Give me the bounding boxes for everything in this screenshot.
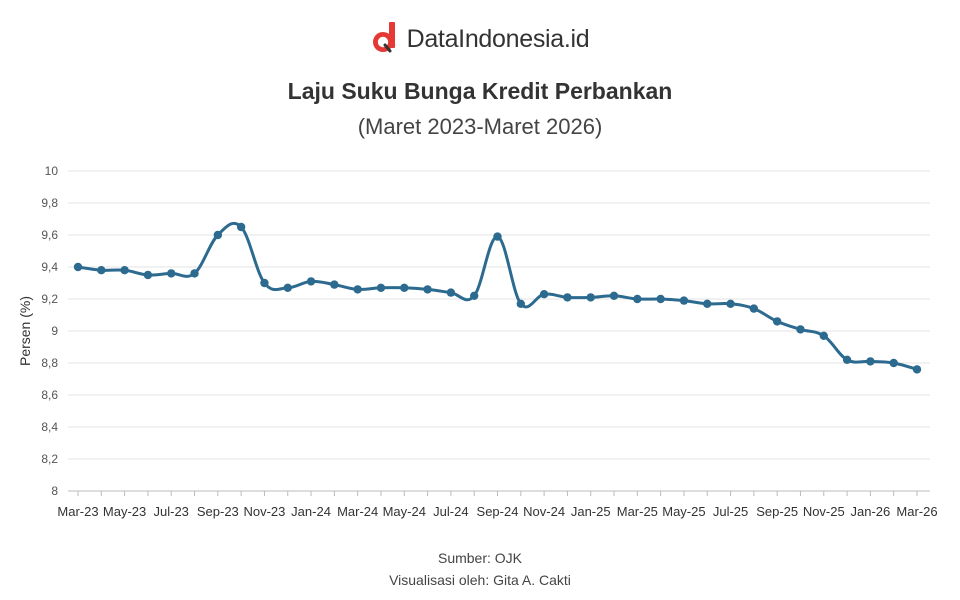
- brand-name: DataIndonesia.id: [406, 24, 590, 53]
- x-tick-label: Nov-25: [803, 504, 845, 519]
- dataindonesia-logo-icon: [372, 22, 395, 53]
- data-point[interactable]: [143, 270, 153, 280]
- x-tick-label: May-23: [103, 504, 146, 519]
- x-tick-label: Mar-24: [337, 504, 378, 519]
- grid-lines: [68, 170, 930, 492]
- x-tick-label: Mar-23: [57, 504, 98, 519]
- data-point[interactable]: [120, 266, 129, 275]
- y-tick-label: 10: [45, 164, 59, 178]
- chart-title: Laju Suku Bunga Kredit Perbankan: [287, 78, 673, 104]
- x-tick-label: Sep-25: [756, 504, 798, 519]
- series-layer: [73, 221, 922, 374]
- x-tick-label: Jul-24: [433, 504, 468, 519]
- x-tick-label: Jan-25: [571, 504, 611, 519]
- data-point[interactable]: [516, 299, 526, 308]
- y-tick-label: 8,4: [41, 420, 58, 434]
- data-point[interactable]: [353, 285, 362, 294]
- brand-header: DataIndonesia.id: [0, 22, 960, 56]
- data-point[interactable]: [656, 294, 665, 304]
- series-line: [76, 221, 919, 371]
- data-point[interactable]: [167, 269, 176, 278]
- data-point[interactable]: [563, 293, 572, 302]
- y-tick-label: 8,6: [41, 388, 58, 402]
- data-point[interactable]: [306, 277, 316, 286]
- x-tick-label: Jan-24: [291, 504, 331, 519]
- x-tick-label: Mar-25: [617, 504, 658, 519]
- data-point[interactable]: [726, 299, 735, 308]
- x-tick-label: Nov-23: [243, 504, 285, 519]
- y-tick-label: 9,6: [41, 228, 58, 242]
- y-tick-label: 9,4: [41, 260, 58, 274]
- data-point[interactable]: [819, 331, 828, 340]
- data-point[interactable]: [236, 222, 246, 232]
- x-tick-label: Sep-23: [197, 504, 239, 519]
- y-tick-label: 8,8: [41, 356, 58, 370]
- data-point[interactable]: [633, 294, 642, 304]
- data-point[interactable]: [679, 296, 689, 305]
- data-point[interactable]: [866, 357, 875, 366]
- x-tick-label: Nov-24: [523, 504, 565, 519]
- y-tick-label: 9,8: [41, 196, 58, 210]
- data-point[interactable]: [423, 285, 432, 294]
- chart-subtitle: (Maret 2023-Maret 2026): [357, 114, 603, 139]
- data-point[interactable]: [260, 278, 269, 288]
- data-point[interactable]: [446, 288, 456, 297]
- x-tick-label: Jul-25: [713, 504, 748, 519]
- data-point[interactable]: [772, 317, 782, 326]
- y-tick-label: 8,2: [41, 452, 58, 466]
- data-point[interactable]: [213, 230, 223, 240]
- data-point[interactable]: [609, 291, 619, 300]
- x-tick-label: May-24: [383, 504, 426, 519]
- data-point[interactable]: [539, 290, 549, 299]
- x-tick-label: Jul-23: [154, 504, 189, 519]
- y-axis-label: Persen (%): [17, 296, 33, 366]
- x-tick-label: May-25: [662, 504, 705, 519]
- data-point[interactable]: [586, 293, 595, 302]
- data-point[interactable]: [376, 283, 386, 292]
- data-point[interactable]: [469, 291, 479, 300]
- data-point[interactable]: [842, 355, 852, 364]
- x-tick-label: Mar-26: [896, 504, 937, 519]
- x-tick-label: Jan-26: [851, 504, 891, 519]
- data-point[interactable]: [493, 232, 502, 241]
- x-tick-label: Sep-24: [477, 504, 519, 519]
- data-point[interactable]: [400, 283, 409, 292]
- data-point[interactable]: [889, 358, 898, 368]
- data-point[interactable]: [283, 283, 292, 292]
- data-point[interactable]: [796, 325, 805, 334]
- source-note: Sumber: OJK: [437, 550, 523, 566]
- data-point[interactable]: [703, 299, 712, 308]
- data-point[interactable]: [190, 269, 199, 278]
- y-tick-label: 8: [51, 484, 58, 498]
- y-tick-label: 9: [51, 324, 58, 338]
- data-point[interactable]: [73, 262, 83, 272]
- data-point[interactable]: [330, 280, 339, 289]
- credit-note: Visualisasi oleh: Gita A. Cakti: [389, 572, 571, 588]
- axes: 8 8,2 8,4 8,6 8,8 9 9,2 9,4 9,6 9,8 10 Mar-23 May-23…: [41, 164, 937, 519]
- y-tick-label: 9,2: [41, 292, 58, 306]
- data-point[interactable]: [912, 365, 922, 374]
- data-point[interactable]: [97, 266, 106, 275]
- data-point[interactable]: [749, 304, 759, 313]
